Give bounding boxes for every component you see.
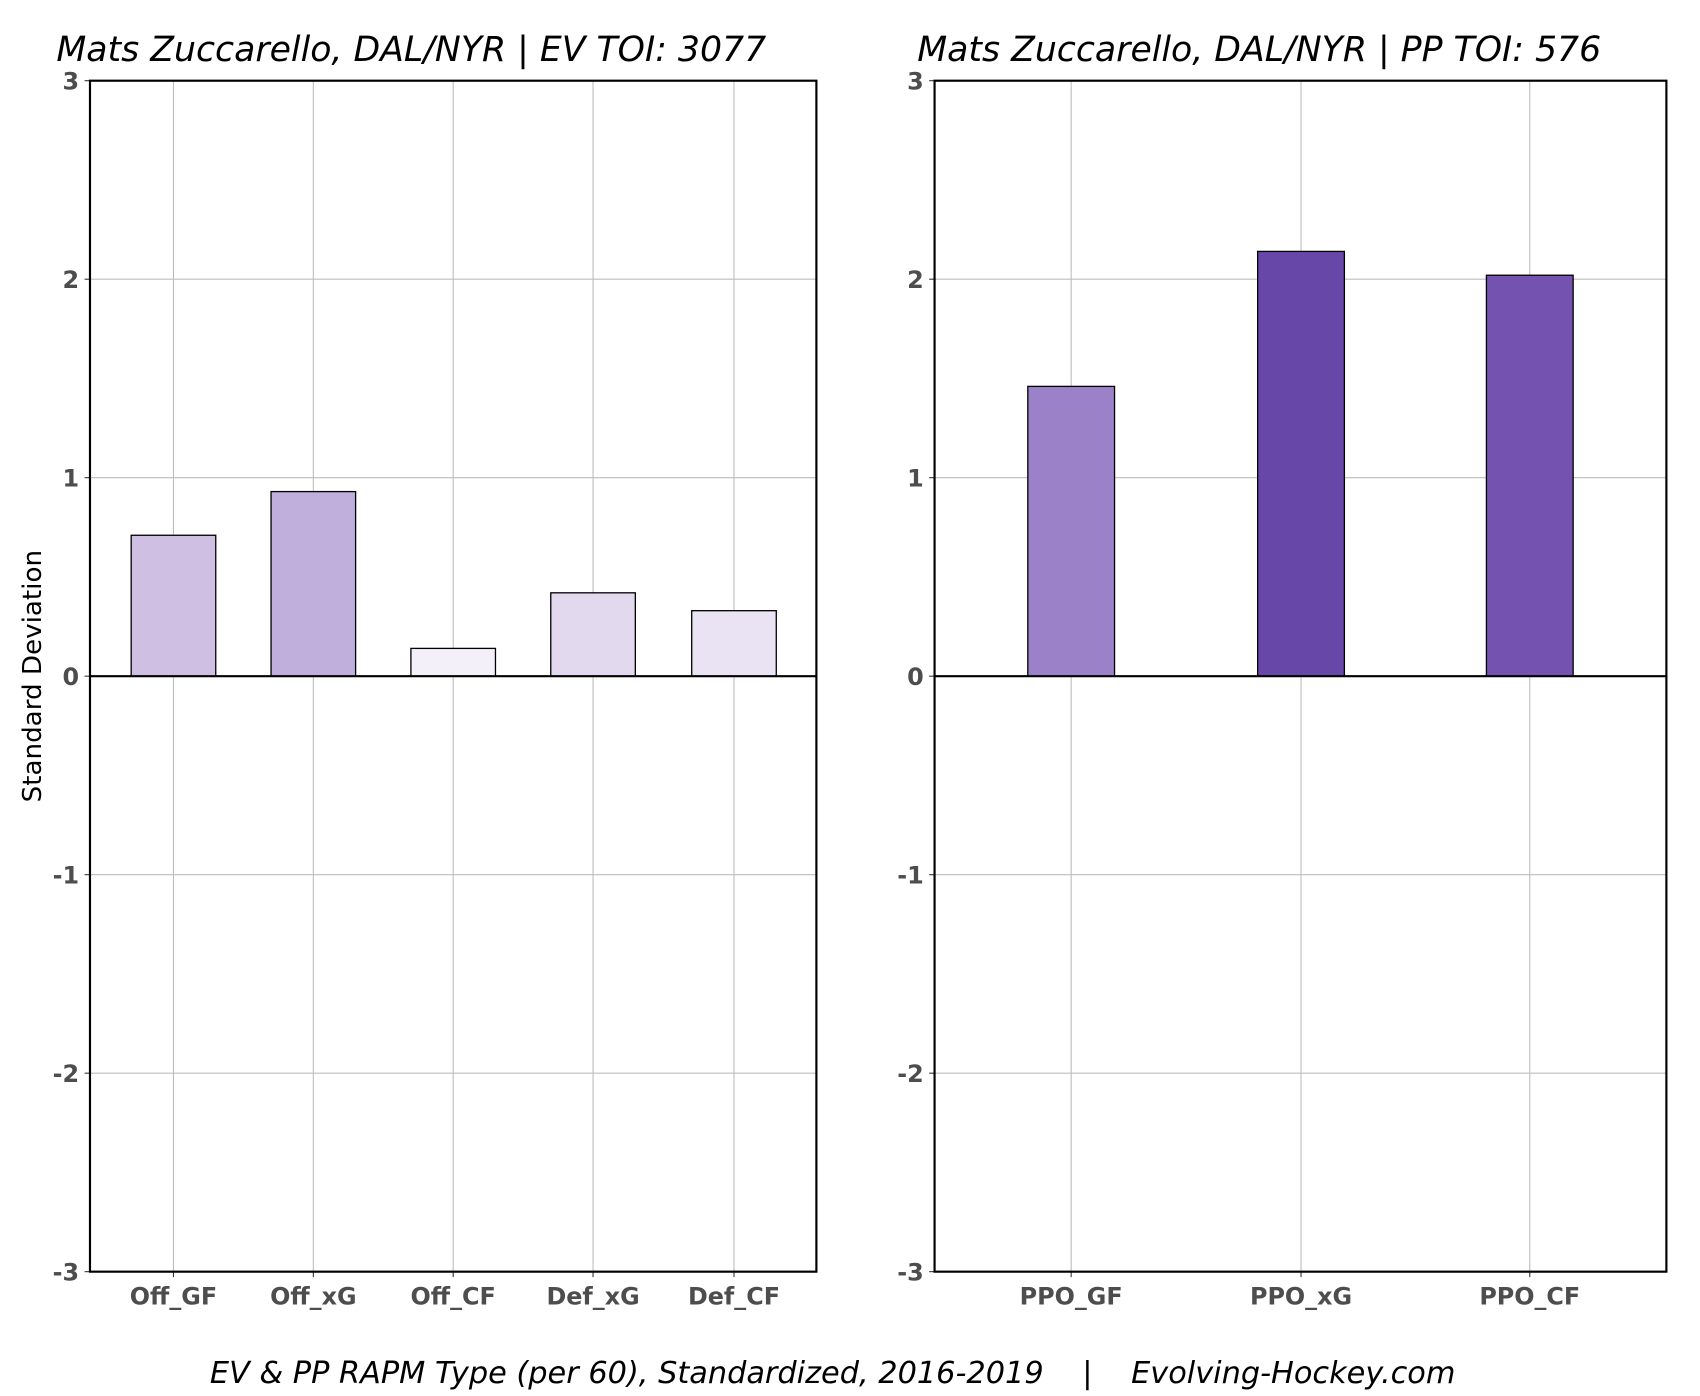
- bar-ppo-gf: [1027, 385, 1116, 677]
- bar-ppo-xg: [1257, 250, 1346, 677]
- x-tick-label: Def_xG: [546, 1282, 639, 1310]
- y-tick-label: -1: [897, 861, 923, 889]
- x-tick-label: Off_xG: [270, 1282, 356, 1310]
- bar-off-xg: [270, 490, 357, 677]
- plot-frame: [88, 79, 818, 1273]
- y-tick-label: 2: [907, 266, 924, 294]
- x-tick-label: PPO_CF: [1479, 1282, 1580, 1310]
- x-tick-label: Off_CF: [411, 1282, 496, 1310]
- chart-title: Mats Zuccarello, DAL/NYR | EV TOI: 3077: [56, 30, 766, 70]
- y-axis-label: Standard Deviation: [18, 550, 48, 802]
- y-tick-label: -2: [897, 1060, 923, 1088]
- y-tick-label: 0: [907, 663, 924, 691]
- bar-def-cf: [691, 610, 777, 677]
- y-tick-label: 1: [907, 464, 924, 492]
- y-tick-label: 3: [907, 67, 924, 95]
- y-tick-label: 3: [63, 67, 80, 95]
- x-tick-label: PPO_GF: [1020, 1282, 1123, 1310]
- plot-frame: [933, 79, 1668, 1273]
- x-tick-label: PPO_xG: [1250, 1282, 1352, 1310]
- bar-off-cf: [410, 647, 497, 677]
- y-tick-label: -2: [53, 1060, 79, 1088]
- y-tick-label: -1: [53, 861, 79, 889]
- bar-off-gf: [130, 534, 217, 677]
- y-tick-label: 1: [63, 464, 80, 492]
- bar-ppo-cf: [1485, 274, 1574, 677]
- x-tick-label: Off_GF: [130, 1282, 217, 1310]
- y-tick-label: 2: [63, 266, 80, 294]
- x-tick-label: Def_CF: [688, 1282, 780, 1310]
- footer-caption: EV & PP RAPM Type (per 60), Standardized…: [210, 1356, 1456, 1391]
- chart-title: Mats Zuccarello, DAL/NYR | PP TOI: 576: [917, 30, 1601, 70]
- y-tick-label: -3: [897, 1258, 923, 1286]
- y-tick-label: -3: [53, 1258, 79, 1286]
- y-tick-label: 0: [63, 663, 80, 691]
- bar-def-xg: [550, 592, 636, 677]
